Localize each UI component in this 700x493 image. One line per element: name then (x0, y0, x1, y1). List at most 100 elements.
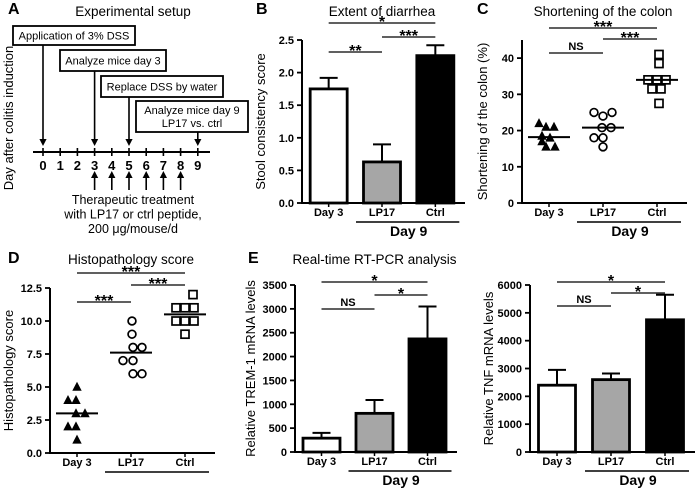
event-box (59, 49, 167, 72)
y-tick-label: 2.5 (27, 415, 42, 427)
group-label: Day 9 (390, 223, 428, 239)
x-category-label-ctrl: Ctrl (176, 457, 195, 469)
bar-day-3 (301, 436, 342, 454)
x-category-label-lp17: LP17 (598, 456, 624, 468)
panel-b-diarrhea-bar-chart: 0.0 0.5 1.0 1.5 2.0 2.5 Extent of diarrhea Stoo… (253, 4, 465, 239)
data-point-triangle-day-3 (550, 141, 560, 151)
y-tick-label: 500 (269, 423, 287, 435)
timeline-day-2: 2 (74, 158, 81, 173)
significance-label-asterisk: * (398, 286, 405, 303)
treatment-label-line: 200 μg/mouse/d (88, 222, 178, 236)
x-category-label-lp17: LP17 (369, 207, 395, 219)
x-category-label-lp17: LP17 (118, 457, 144, 469)
event-box-text: Application of 3% DSS (19, 31, 130, 43)
event-box-text: Analyze mice day 3 (65, 56, 160, 68)
y-tick-label: 20 (502, 126, 514, 138)
data-point-circle-lp17 (128, 355, 138, 366)
data-point-square-ctrl (189, 302, 199, 313)
arrow-head (125, 171, 133, 178)
arrow-head (159, 171, 167, 178)
data-point-triangle-day-3 (537, 136, 547, 146)
arrow-head (108, 171, 116, 178)
data-point-square-ctrl (647, 84, 657, 94)
data-point-circle-lp17 (598, 111, 608, 121)
event-box-text: Replace DSS by water (107, 82, 218, 94)
x-category-label-day-3: Day 3 (62, 457, 91, 469)
y-axis-label: Relative TNF mRNA levels (481, 291, 496, 445)
data-point-triangle-day-3 (72, 381, 82, 391)
y-tick-label: 0.0 (279, 198, 294, 210)
data-point-triangle-day-3 (63, 421, 73, 431)
arrow-head (177, 171, 185, 178)
y-tick-label: 4000 (498, 336, 522, 348)
significance-label-ns: NS (568, 41, 583, 53)
y-tick-label: 1.0 (279, 133, 294, 145)
y-axis-label: Shortening of the colon (%) (475, 43, 490, 201)
bar-ctrl (415, 54, 456, 205)
data-point-circle-lp17 (128, 342, 138, 353)
y-tick-label: 1.5 (279, 100, 294, 112)
timeline-day-7: 7 (160, 158, 167, 173)
significance-label-asterisk: * (379, 14, 386, 31)
panel-c-colon-shortening-scatter-chart: 0 10 20 30 40 Shortening of the colon Shorteni… (475, 4, 687, 239)
significance-label-asterisk: * (635, 284, 642, 301)
data-point-circle-lp17 (607, 107, 617, 118)
panel-c-label: C (477, 1, 489, 18)
y-tick-label: 6000 (498, 280, 522, 292)
panel-a-experimental-setup-diagram: Experimental setup Day after colitis indu… (1, 4, 249, 236)
data-point-square-ctrl (654, 58, 664, 69)
y-tick-label: 2000 (263, 352, 287, 364)
y-tick-label: 3000 (498, 364, 522, 376)
bar-lp17 (354, 411, 395, 454)
x-category-label-lp17: LP17 (361, 456, 387, 468)
y-tick-label: 2.0 (279, 68, 294, 80)
timeline-day-9: 9 (194, 158, 201, 173)
arrow-head (91, 139, 99, 146)
event-box (135, 100, 249, 133)
significance-label-asterisk: *** (621, 30, 640, 47)
x-category-label-lp17: LP17 (590, 207, 616, 219)
chart-title: Histopathology score (68, 252, 194, 267)
data-point-circle-lp17 (127, 316, 137, 326)
data-point-triangle-day-3 (541, 141, 551, 151)
data-point-triangle-day-3 (549, 121, 559, 131)
y-tick-label: 7.5 (27, 349, 42, 361)
timeline-day-8: 8 (177, 158, 184, 173)
panel-a-ylabel: Day after colitis induction (1, 46, 16, 191)
data-point-square-ctrl (654, 98, 664, 109)
y-tick-label: 2000 (498, 391, 522, 403)
data-point-square-ctrl (656, 84, 666, 94)
y-tick-label: 10.0 (21, 316, 42, 328)
event-box (100, 75, 224, 98)
data-point-triangle-day-3 (72, 434, 82, 444)
bar-lp17 (591, 378, 631, 454)
data-point-circle-lp17 (598, 133, 608, 143)
data-point-circle-lp17 (118, 355, 128, 366)
chart-title: Extent of diarrhea (329, 4, 436, 19)
panel-a-label: A (8, 1, 20, 18)
data-point-circle-lp17 (137, 369, 147, 379)
panel-b-label: B (256, 1, 268, 18)
data-point-triangle-day-3 (71, 421, 81, 431)
y-tick-label: 12.5 (21, 283, 42, 295)
y-tick-label: 0 (281, 447, 287, 459)
y-tick-label: 1500 (263, 375, 287, 387)
arrow-head (142, 171, 150, 178)
y-tick-label: 2500 (263, 328, 287, 340)
bar-lp17 (362, 160, 402, 205)
timeline-day-6: 6 (143, 158, 150, 173)
arrow-head (125, 139, 133, 146)
data-point-triangle-day-3 (71, 395, 81, 404)
x-category-label-ctrl: Ctrl (418, 456, 437, 468)
x-category-label-day-3: Day 3 (314, 207, 343, 219)
significance-label-asterisk: *** (149, 276, 168, 293)
panel-e-label: E (248, 250, 259, 267)
panel-d-label: D (8, 250, 20, 267)
y-tick-label: 0.0 (27, 448, 42, 460)
y-tick-label: 0 (516, 447, 522, 459)
data-point-circle-lp17 (589, 133, 599, 143)
group-label: Day 9 (382, 472, 420, 488)
y-axis-label: Histopathology score (1, 310, 16, 431)
x-category-label-day-3: Day 3 (307, 456, 336, 468)
